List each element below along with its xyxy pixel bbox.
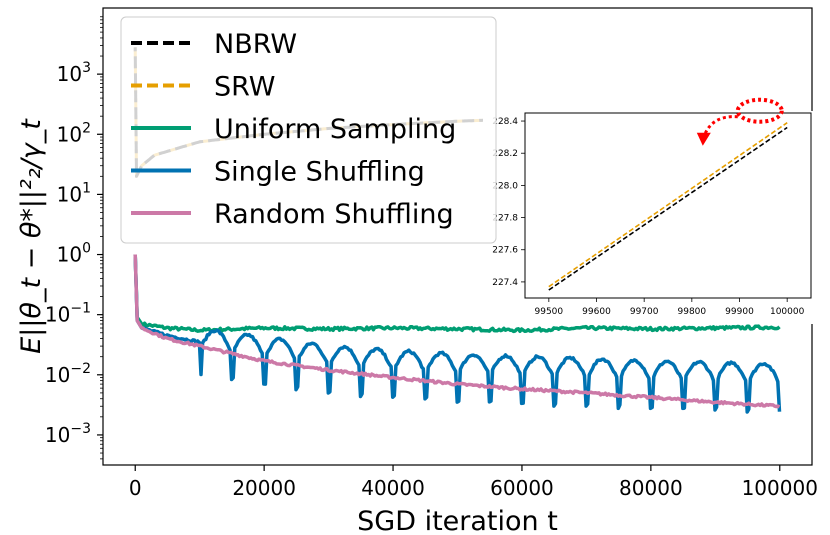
x-tick-label: 100000 xyxy=(742,476,818,500)
zoom-ellipse xyxy=(735,97,784,124)
y-axis-title: E||θ_t − θ*||²₂/γ_t xyxy=(16,118,47,354)
inset-line-nbrw xyxy=(548,126,788,291)
y-tick-label: 10−2 xyxy=(45,361,91,387)
x-axis-title: SGD iteration t xyxy=(357,506,558,535)
inset-x-tick-label: 99800 xyxy=(678,307,707,317)
inset-y-tick-label: 228.0 xyxy=(492,181,518,191)
inset-x-tick-label: 99600 xyxy=(582,307,611,317)
inset-y-tick-label: 227.4 xyxy=(492,278,518,288)
legend-label-nbrw: NBRW xyxy=(214,29,297,60)
x-tick-label: 80000 xyxy=(619,476,683,500)
y-tick-label: 10−1 xyxy=(45,301,91,327)
y-tick-label: 102 xyxy=(57,120,91,146)
y-tick-label: 101 xyxy=(57,180,91,206)
inset-plot: 99500 99600 99700 99800 99900 100000 227.4 227.… xyxy=(483,111,813,324)
inset-x-tick-label: 99900 xyxy=(725,307,754,317)
x-tick-label: 20000 xyxy=(232,476,296,500)
inset-frame xyxy=(524,112,812,299)
inset-x-tick-label: 100000 xyxy=(770,307,805,317)
y-tick-label: 103 xyxy=(57,60,91,86)
inset-y-tick-label: 228.4 xyxy=(492,117,518,127)
legend-box xyxy=(120,16,497,244)
x-tick-label: 60000 xyxy=(490,476,554,500)
inset-x-tick-label: 99700 xyxy=(630,307,659,317)
x-tick-label: 40000 xyxy=(361,476,425,500)
axis-titles: SGD iteration t E||θ_t − θ*||²₂/γ_t xyxy=(16,118,558,535)
inset-y-tick-label: 228.2 xyxy=(492,149,518,159)
legend-label-random-shuffling: Random Shuffling xyxy=(214,199,454,230)
series-line-random-shuffling xyxy=(133,254,781,409)
inset-y-tick-label: 227.8 xyxy=(492,214,518,224)
inset-line-srw xyxy=(548,122,788,288)
zoom-arrow-head xyxy=(696,132,711,146)
inset-x-tick-label: 99500 xyxy=(535,307,564,317)
y-tick-label: 100 xyxy=(57,241,91,267)
series-line-single-shuffling xyxy=(133,254,782,414)
zoom-annotation xyxy=(696,97,784,146)
legend-label-srw: SRW xyxy=(214,72,276,103)
legend-label-single-shuffling: Single Shuffling xyxy=(214,157,425,188)
x-tick-label: 0 xyxy=(129,476,142,500)
legend-label-uniform-sampling: Uniform Sampling xyxy=(214,114,456,145)
y-tick-label: 10−3 xyxy=(45,421,91,447)
legend: NBRW SRW Uniform Sampling Single Shuffling R… xyxy=(120,16,497,244)
series-line-uniform-sampling xyxy=(133,254,781,334)
inset-y-tick-label: 227.6 xyxy=(492,246,518,256)
